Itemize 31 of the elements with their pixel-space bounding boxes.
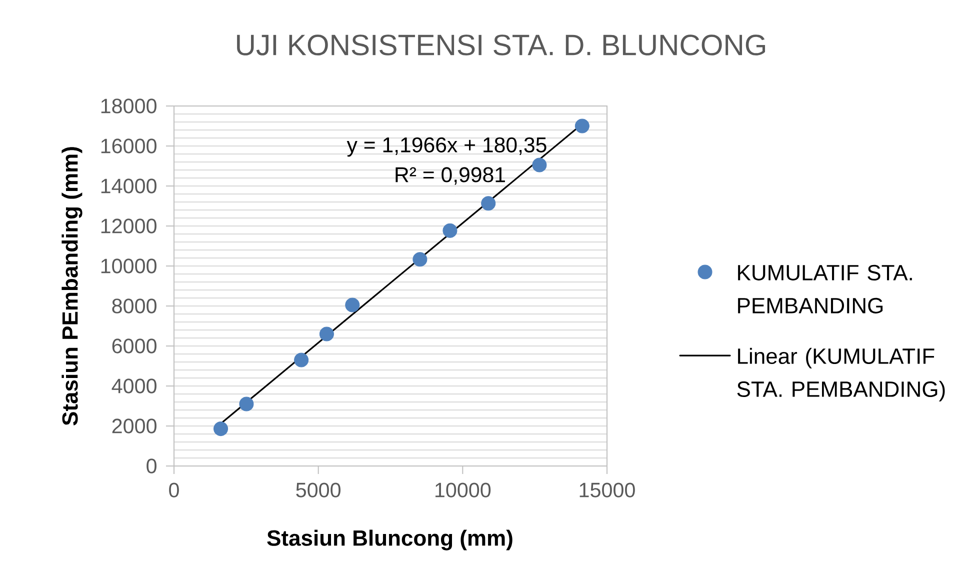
- point: [294, 352, 309, 368]
- chart-title: UJI KONSISTENSI STA. D. BLUNCONG: [237, 34, 766, 56]
- point: [574, 118, 590, 134]
- legend-label: Linear (KUMULATIF STA. PEMBANDING): [737, 348, 945, 402]
- y-tick-label: 12000: [101, 218, 156, 234]
- y-tick-label: 0: [146, 458, 156, 474]
- point: [345, 298, 360, 312]
- x-tick-label: 5000: [296, 482, 341, 498]
- point: [412, 252, 428, 267]
- y-axis-title: Stasiun PEmbanding (mm): [62, 147, 82, 426]
- y-tick-label: 4000: [112, 378, 156, 394]
- annotation: y = 1,1966x + 180,35: [346, 137, 546, 157]
- annotation: R² = 0,9981: [396, 167, 505, 185]
- y-tick-label: 6000: [112, 338, 156, 354]
- y-tick-label: 10000: [101, 258, 156, 274]
- y-tick-label: 18000: [101, 98, 156, 114]
- legend-label: KUMULATIF STA. PEMBANDING: [738, 264, 912, 314]
- point: [442, 223, 458, 238]
- x-tick-label: 0: [169, 482, 179, 498]
- y-tick-label: 8000: [112, 298, 156, 314]
- x-tick-label: 15000: [580, 482, 635, 498]
- point: [481, 196, 496, 211]
- y-tick-label: 2000: [112, 418, 156, 434]
- x-axis-title: Stasiun Bluncong (mm): [267, 530, 512, 550]
- point: [239, 396, 254, 412]
- point: [213, 422, 228, 436]
- x-tick-label: 10000: [436, 482, 491, 498]
- y-tick-label: 14000: [101, 178, 156, 194]
- y-tick-label: 16000: [101, 138, 156, 154]
- point: [532, 158, 547, 172]
- point: [319, 326, 334, 342]
